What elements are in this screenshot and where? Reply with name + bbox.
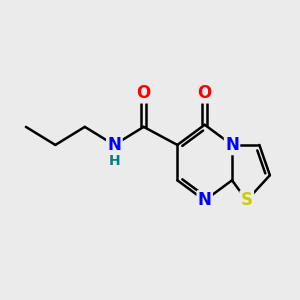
Text: S: S bbox=[241, 191, 253, 209]
Text: N: N bbox=[225, 136, 239, 154]
Text: N: N bbox=[107, 136, 121, 154]
Text: N: N bbox=[198, 191, 212, 209]
Text: N: N bbox=[107, 136, 121, 154]
Text: H: H bbox=[108, 154, 120, 168]
Text: O: O bbox=[136, 84, 151, 102]
Text: O: O bbox=[198, 84, 212, 102]
